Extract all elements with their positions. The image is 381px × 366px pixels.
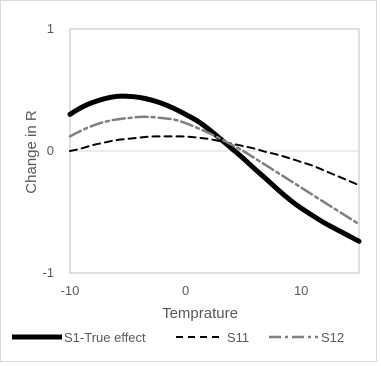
legend-label-2: S11 [227,330,249,345]
series-line-1 [67,93,362,244]
x-tick-label: 10 [294,283,308,298]
legend: S1-True effect S11 S12 [12,330,344,345]
series-line-2 [69,135,360,187]
y-tick-label: 1 [47,21,54,36]
y-tick-label: -1 [42,265,54,280]
legend-label-3: S12 [321,330,344,345]
legend-label-1: S1-True effect [64,330,146,345]
y-axis-title: Change in R [23,110,40,194]
series-line-3 [68,115,361,226]
x-tick-label: -10 [61,283,80,298]
plot-area [69,28,360,274]
x-tick-label: 0 [182,283,189,298]
chart-frame [0,0,377,362]
tick-layer: -10 0 10-101 [42,21,308,298]
series-layer [67,93,362,244]
x-axis-title: Temprature [162,305,238,322]
y-tick-label: 0 [47,143,54,158]
